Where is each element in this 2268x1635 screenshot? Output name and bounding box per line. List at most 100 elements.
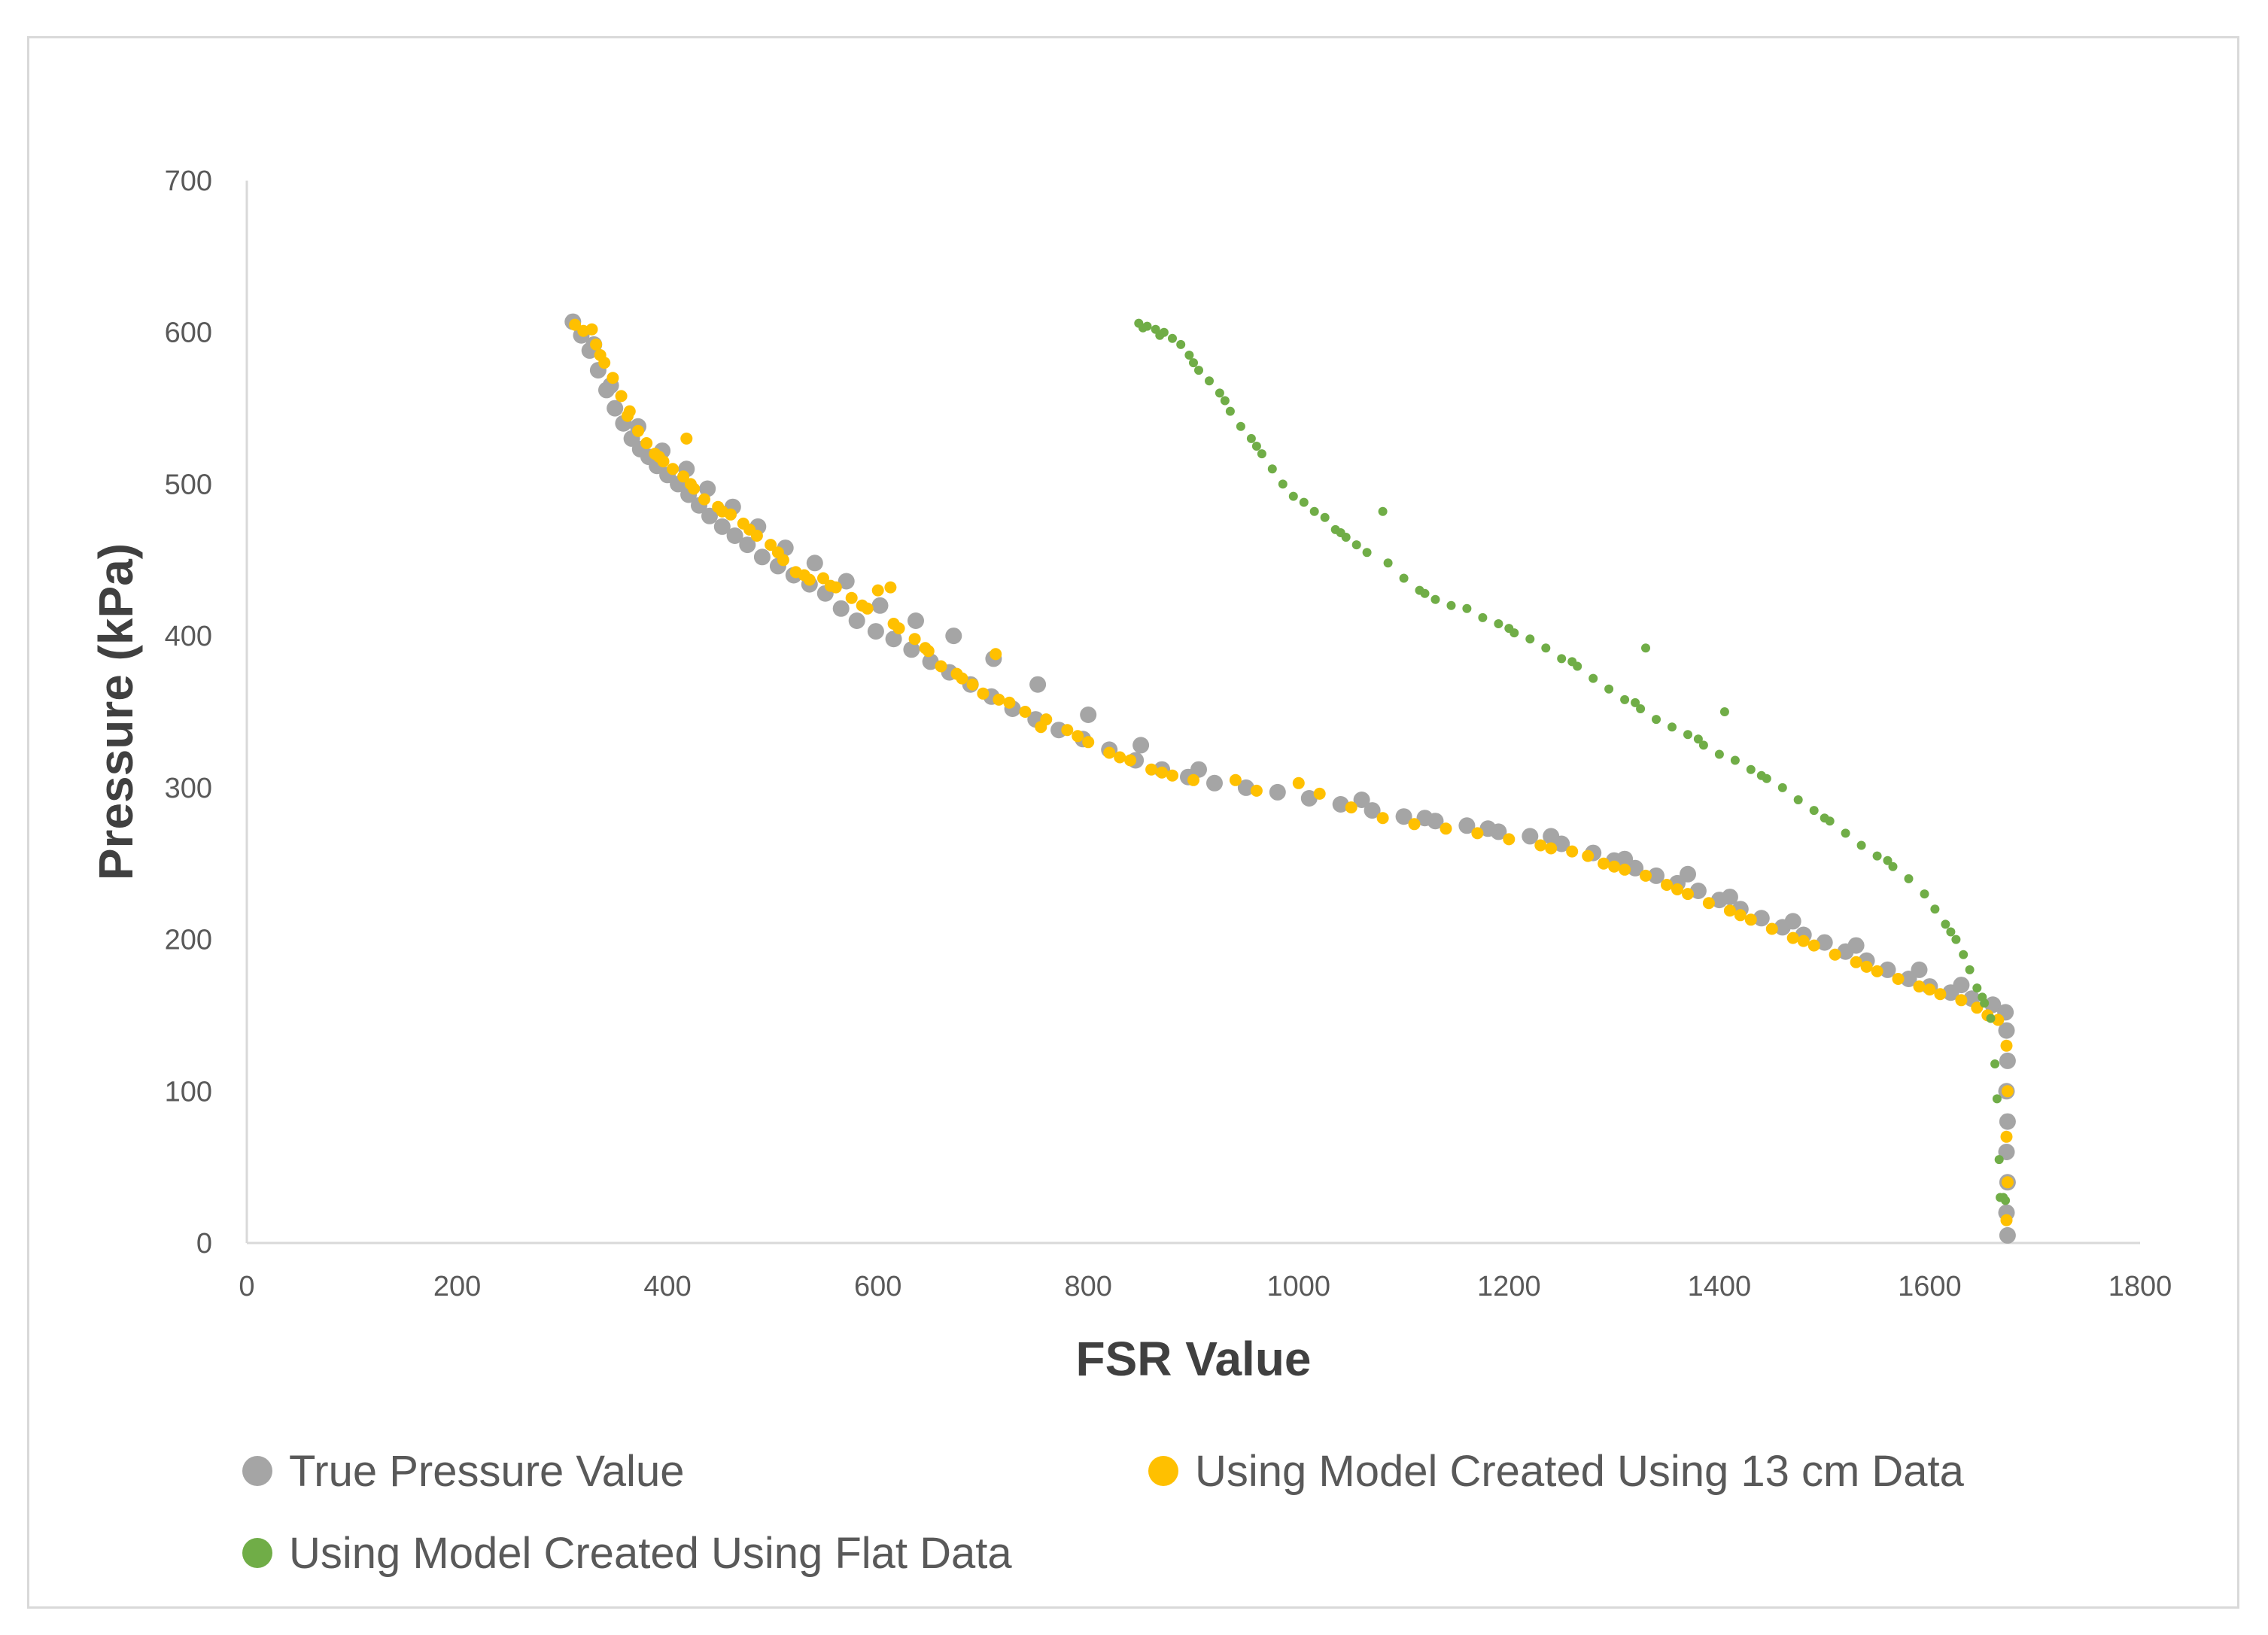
data-point [590, 338, 603, 351]
data-point [1345, 801, 1357, 814]
data-point [1913, 980, 1926, 993]
data-point [867, 623, 884, 640]
data-point [1251, 442, 1261, 451]
data-point [798, 569, 810, 582]
data-point [765, 539, 777, 552]
data-point [1383, 558, 1393, 568]
data-point [1494, 619, 1503, 628]
data-point [1746, 764, 1756, 774]
data-point [1668, 722, 1677, 732]
x-tick-label: 600 [854, 1271, 901, 1302]
data-point [1934, 988, 1947, 1001]
data-point [1155, 330, 1165, 340]
data-point [990, 648, 1002, 661]
data-point [919, 642, 932, 655]
data-point [871, 597, 889, 614]
data-point [1332, 796, 1349, 813]
data-point [1566, 845, 1579, 858]
x-tick-label: 1600 [1898, 1271, 1962, 1302]
data-point [1220, 396, 1230, 406]
data-point [1631, 697, 1640, 707]
data-point [1683, 730, 1692, 740]
data-point [1860, 960, 1873, 973]
data-point [1892, 973, 1905, 985]
data-point [1237, 779, 1254, 796]
data-point [1269, 783, 1286, 801]
data-point [1689, 883, 1707, 899]
data-point [640, 437, 653, 449]
data-point [1503, 833, 1516, 846]
data-point [701, 507, 718, 524]
data-point [1652, 715, 1661, 725]
data-point [684, 478, 697, 491]
x-tick-labels: 0 200 400 600 800 1000 1200 1400 1600 1800 [239, 1271, 2172, 1302]
data-point [716, 505, 728, 518]
data-point [935, 660, 947, 673]
data-point [1829, 948, 1841, 961]
y-tick-label: 100 [165, 1076, 212, 1108]
data-point [1082, 736, 1095, 749]
data-point [884, 581, 897, 594]
data-point [1184, 351, 1194, 360]
data-point [1420, 588, 1430, 598]
x-tick-label: 1400 [1688, 1271, 1752, 1302]
data-point [607, 400, 624, 417]
y-tick-label: 400 [165, 621, 212, 652]
data-point [1215, 388, 1224, 398]
data-point [1986, 1014, 1996, 1023]
data-point [1730, 755, 1740, 765]
data-point [1353, 792, 1370, 808]
data-point [680, 432, 693, 445]
data-point [1267, 464, 1277, 474]
data-point [1807, 939, 1820, 952]
data-point [771, 546, 784, 559]
data-point [1541, 643, 1551, 653]
data-point [1765, 922, 1778, 935]
data-point [1003, 696, 1016, 709]
data-point [2000, 1039, 2013, 1052]
data-point [824, 579, 837, 592]
data-point [1103, 746, 1116, 759]
data-point [1176, 339, 1186, 349]
data-point [1879, 961, 1896, 978]
data-point [667, 463, 679, 476]
data-point [1999, 1113, 2016, 1130]
axes [245, 181, 2140, 1244]
data-point [1072, 730, 1084, 743]
legend-label-true-pressure: True Pressure Value [289, 1447, 684, 1496]
data-point [1971, 1001, 1984, 1014]
data-point [1416, 810, 1433, 827]
data-point [1545, 842, 1558, 855]
data-point [1671, 883, 1683, 895]
legend: True Pressure Value Using Model Created … [242, 1447, 1965, 1578]
data-point [1440, 822, 1452, 835]
data-point [1278, 479, 1288, 489]
data-point [1951, 935, 1961, 944]
data-point [1225, 406, 1235, 416]
data-point [1941, 919, 1950, 929]
data-point [2000, 1214, 2013, 1226]
data-point [1206, 774, 1223, 792]
data-point [887, 618, 900, 630]
data-point [569, 318, 582, 331]
legend-item-true-pressure[interactable]: True Pressure Value [242, 1447, 684, 1496]
y-tick-label: 500 [165, 469, 212, 500]
legend-item-13cm-model[interactable]: Using Model Created Using 13 cm Data [1148, 1447, 1965, 1496]
legend-marker-true-pressure [242, 1456, 272, 1486]
data-point [1543, 828, 1560, 845]
data-point [1998, 1144, 2015, 1160]
data-point [1719, 707, 1729, 716]
data-point [1616, 850, 1634, 868]
data-point [1061, 724, 1074, 737]
data-point [1035, 721, 1047, 734]
data-point [1702, 897, 1715, 910]
data-point [1888, 862, 1898, 871]
y-tick-labels: 0 100 200 300 400 500 600 700 [165, 166, 212, 1260]
data-point [1376, 812, 1389, 825]
data-point [1847, 937, 1865, 954]
data-point [1734, 909, 1747, 922]
legend-item-flat-model[interactable]: Using Model Created Using Flat Data [242, 1529, 1012, 1578]
data-point [1205, 376, 1214, 386]
data-point [1300, 790, 1318, 807]
